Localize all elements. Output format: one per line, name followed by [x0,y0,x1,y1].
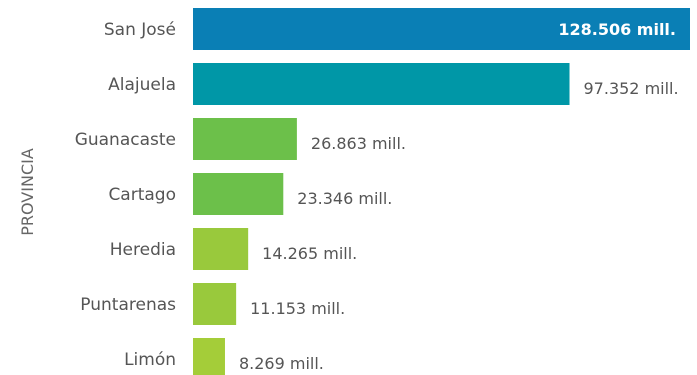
value-label-5: 11.153 mill. [250,299,345,318]
value-label-3: 23.346 mill. [297,189,392,208]
bar-1[interactable] [193,63,570,105]
y-axis-title: PROVINCIA [18,148,37,236]
value-label-0: 128.506 mill. [558,20,676,39]
value-label-6: 8.269 mill. [239,354,324,373]
category-label-6: Limón [124,350,176,370]
category-label-5: Puntarenas [80,295,176,315]
bars-group: San José 128.506 mill. Alajuela 97.352 mill… [75,8,690,375]
value-label-4: 14.265 mill. [262,244,357,263]
category-label-2: Guanacaste [75,130,176,150]
bar-2[interactable] [193,118,297,160]
category-label-1: Alajuela [108,75,176,95]
value-label-1: 97.352 mill. [584,79,679,98]
bar-6[interactable] [193,338,225,375]
category-label-4: Heredia [110,240,176,260]
category-label-3: Cartago [108,185,176,205]
bar-3[interactable] [193,173,284,215]
category-label-0: San José [104,20,176,40]
bar-0[interactable] [193,8,690,50]
bar-4[interactable] [193,228,249,270]
bar-5[interactable] [193,283,237,325]
value-label-2: 26.863 mill. [311,134,406,153]
